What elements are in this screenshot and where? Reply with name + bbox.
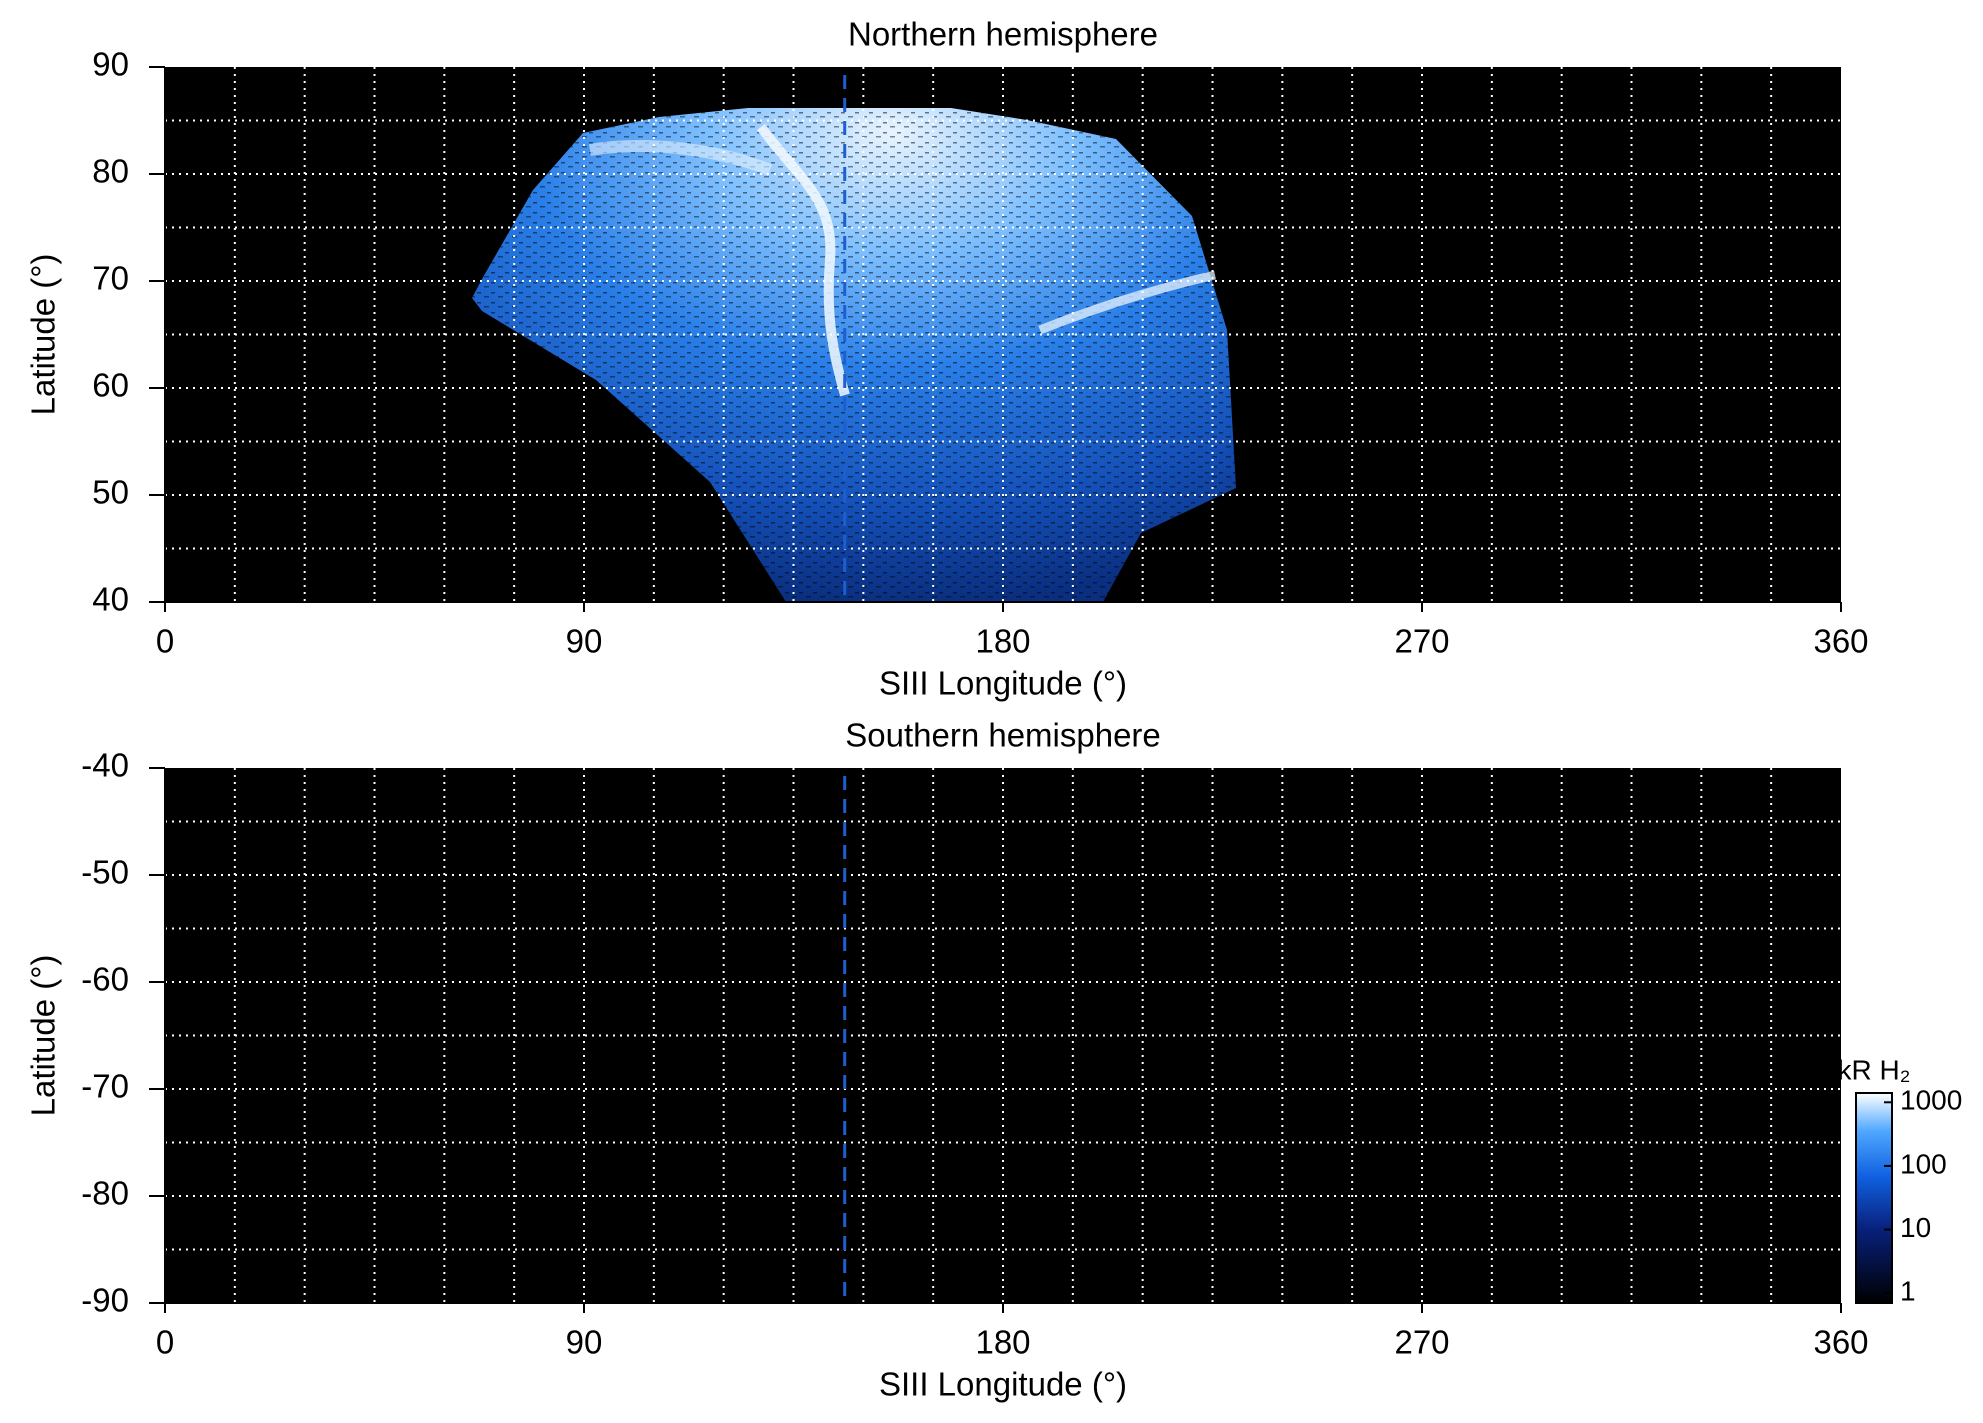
y-tick-label: -70: [81, 1068, 129, 1105]
chart-title: Northern hemisphere: [848, 16, 1158, 53]
x-tick-label: 0: [156, 1324, 174, 1361]
y-tick-label: 80: [92, 153, 129, 190]
emission-map: [472, 108, 1236, 602]
x-tick-label: 360: [1813, 1324, 1868, 1361]
x-tick-label: 270: [1394, 623, 1449, 660]
colorbar-tick-label: 1000: [1900, 1085, 1962, 1116]
y-axis-label: Latitude (°): [25, 955, 62, 1117]
y-tick-label: -40: [81, 747, 129, 784]
y-tick-label: 90: [92, 46, 129, 83]
colorbar-label: kR H₂: [1837, 1054, 1910, 1085]
y-tick-label: 60: [92, 367, 129, 404]
y-tick-label: -80: [81, 1175, 129, 1212]
y-tick-label: 40: [92, 581, 129, 618]
x-axis-label: SIII Longitude (°): [879, 665, 1127, 702]
x-tick-label: 90: [566, 623, 603, 660]
colorbar-tick-label: 1: [1900, 1276, 1916, 1307]
y-tick-label: 50: [92, 474, 129, 511]
x-tick-label: 180: [975, 1324, 1030, 1361]
colorbar-tick-label: 10: [1900, 1212, 1931, 1243]
y-tick-label: 70: [92, 260, 129, 297]
y-tick-label: -50: [81, 854, 129, 891]
x-tick-label: 0: [156, 623, 174, 660]
x-tick-label: 360: [1813, 623, 1868, 660]
y-axis-label: Latitude (°): [25, 254, 62, 416]
x-axis-label: SIII Longitude (°): [879, 1366, 1127, 1403]
chart-title: Southern hemisphere: [845, 717, 1161, 754]
x-tick-label: 270: [1394, 1324, 1449, 1361]
x-tick-label: 90: [566, 1324, 603, 1361]
colorbar: [1855, 1092, 1893, 1304]
x-tick-label: 180: [975, 623, 1030, 660]
colorbar-tick-label: 100: [1900, 1148, 1947, 1179]
y-tick-label: -90: [81, 1282, 129, 1319]
y-tick-label: -60: [81, 961, 129, 998]
